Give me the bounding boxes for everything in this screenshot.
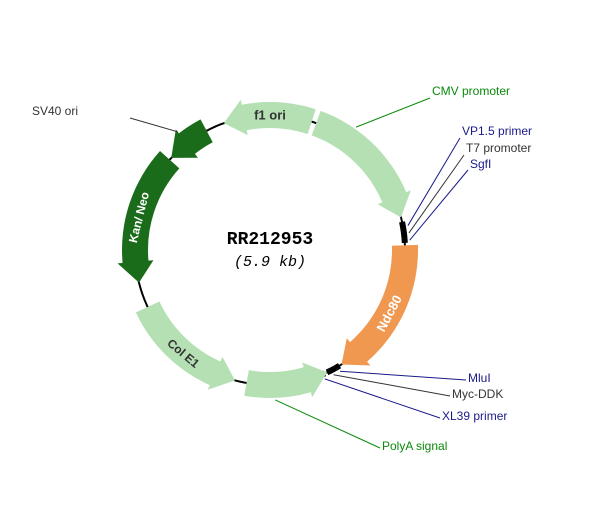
feature-label: MluI [468,371,491,385]
feature-label: PolyA signal [382,439,447,453]
feature-label: CMV promoter [432,84,510,98]
leader-line [275,400,380,448]
feature-label: Myc-DDK [452,387,503,401]
plasmid-name: RR212953 [227,230,313,250]
leader-line [408,138,460,226]
leader-line [356,98,430,127]
feature-ndc80 [342,245,418,366]
feature-label: SV40 ori [32,104,78,118]
feature-label: f1 ori [254,108,286,123]
feature-vp1-5-primer [399,221,407,231]
feature-kan-neo [118,151,180,283]
feature-label: T7 promoter [466,141,531,155]
feature-sv40-ori [171,119,212,158]
leader-line [325,379,440,418]
leader-line [410,170,468,240]
leader-line [340,371,466,380]
plasmid-map: CMV promoterVP1.5 primerT7 promoterSgfIN… [0,0,600,512]
feature-t7-promoter [401,231,408,239]
plasmid-size: (5.9 kb) [234,254,306,271]
feature-label: VP1.5 primer [462,124,532,138]
leader-line [409,155,464,233]
feature-sgfi [401,238,407,243]
feature-label: XL39 primer [442,409,507,423]
feature-polya-signal [244,362,327,398]
feature-cmv-promoter [312,111,411,217]
feature-label: SgfI [470,157,491,171]
leader-line [130,118,178,132]
